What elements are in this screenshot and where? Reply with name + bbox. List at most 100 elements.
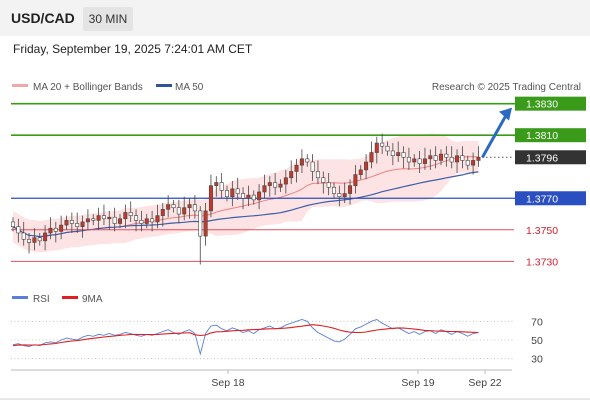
instrument-title: USD/CAD (11, 10, 75, 26)
ma20-legend-label: MA 20 + Bollinger Bands (33, 82, 143, 93)
candle (91, 214, 96, 226)
candle-body-up (353, 174, 358, 186)
candle (321, 171, 326, 194)
candle (267, 176, 272, 197)
price-levels: 1.3830 1.3810 1.3796 1.3770 1.3750 1.3730 (11, 96, 586, 268)
candle (374, 136, 379, 164)
candle-body-down (225, 190, 230, 197)
forecast-arrow (481, 107, 512, 159)
candle (171, 199, 176, 213)
candle (406, 147, 411, 170)
target-level-box (515, 128, 586, 143)
candle-body-down (27, 238, 32, 243)
candle-body-up (278, 183, 283, 188)
candle (21, 221, 26, 246)
candle-body-down (139, 220, 144, 224)
candle-body-down (198, 210, 203, 237)
candle (465, 155, 470, 170)
rsi-panel: 70 50 30 (11, 316, 543, 366)
candle (331, 182, 336, 199)
candle (11, 217, 16, 232)
candle (150, 210, 155, 232)
x-axis: Sep 18 Sep 19 Sep 22 (211, 370, 502, 389)
ma50-legend-swatch (156, 84, 172, 87)
ma9-legend-swatch (62, 296, 78, 299)
rsi-tick-label: 50 (531, 335, 543, 347)
candle-body-down (390, 150, 395, 156)
candle (37, 232, 42, 246)
rsi-legend-label: RSI (33, 294, 50, 305)
candle-body-up (64, 220, 69, 226)
bollinger-band-area (13, 133, 479, 253)
candle-body-down (150, 218, 155, 223)
candle-body-up (476, 156, 481, 161)
rsi-line (12, 319, 479, 356)
candle (75, 212, 80, 233)
candle-body-up (214, 182, 219, 186)
candle (69, 212, 74, 233)
candle (342, 182, 347, 203)
candle (471, 152, 476, 175)
candle-body-up (267, 182, 272, 186)
ma50-legend-label: MA 50 (175, 82, 204, 93)
target-level-label: 1.3830 (526, 99, 558, 111)
candle-body-up (374, 142, 379, 153)
candle-body-up (422, 158, 427, 164)
candle (433, 146, 438, 169)
x-tick-label: Sep 22 (468, 377, 501, 389)
candle-body-down (385, 145, 390, 152)
candle-body-down (326, 182, 331, 188)
candle-body-down (91, 218, 96, 221)
candle-body-up (369, 152, 374, 163)
candle-body-up (118, 218, 123, 224)
timeframe-badge[interactable]: 30 MIN (83, 7, 133, 31)
candle (348, 179, 353, 205)
candle-body-down (465, 160, 470, 166)
candle (369, 141, 374, 169)
candle (476, 146, 481, 167)
candle-body-up (348, 185, 353, 194)
forecast-arrow-shaft (481, 112, 509, 159)
candle (225, 185, 230, 202)
candle (176, 199, 181, 224)
candle-body-up (428, 155, 433, 160)
candle (118, 214, 123, 229)
candle-body-up (364, 161, 369, 171)
candle-body-up (262, 185, 267, 193)
candle (80, 215, 85, 238)
candle (315, 160, 320, 185)
candle (241, 187, 246, 210)
candle-body-down (310, 161, 315, 172)
pivot-level-box (515, 191, 586, 206)
candle (428, 149, 433, 170)
candle (182, 196, 187, 221)
candle-body-down (128, 212, 133, 216)
candle-body-up (455, 155, 460, 163)
candle (59, 215, 64, 240)
candle (396, 141, 401, 162)
candle-body-down (21, 232, 26, 240)
candle (64, 215, 69, 230)
candle (273, 173, 278, 196)
candle-body-up (59, 224, 64, 232)
candle (326, 173, 331, 196)
candle-body-down (444, 153, 449, 158)
candle-body-down (53, 227, 58, 232)
candle-body-down (433, 155, 438, 161)
candle (401, 146, 406, 169)
candle-body-up (107, 216, 112, 220)
candle (353, 165, 358, 194)
candle (32, 228, 37, 251)
candle-body-up (182, 207, 187, 215)
candle (449, 146, 454, 169)
candle (278, 179, 283, 192)
candle (48, 217, 53, 240)
ma20-legend-swatch (12, 84, 28, 87)
candle (412, 154, 417, 167)
candle-body-up (160, 209, 165, 216)
candle-body-down (305, 158, 310, 163)
candle (187, 198, 192, 219)
candle (455, 149, 460, 174)
candle (139, 210, 144, 232)
current-price-box (515, 150, 586, 165)
